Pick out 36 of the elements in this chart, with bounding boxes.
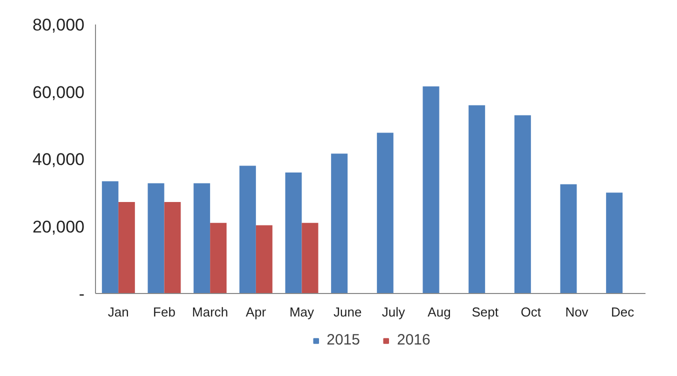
bar	[285, 172, 302, 294]
bar	[118, 202, 135, 294]
x-tick-label: Dec	[611, 304, 635, 320]
x-tick-label: Feb	[153, 304, 176, 320]
x-tick-label: Jan	[108, 304, 129, 320]
bar	[210, 222, 227, 294]
x-tick-label: May	[289, 304, 315, 320]
x-tick-label: Oct	[520, 304, 542, 320]
x-tick-label: Sept	[472, 304, 499, 320]
x-tick-label: Aug	[428, 304, 451, 320]
bar	[606, 192, 623, 294]
x-tick-label: June	[333, 304, 362, 320]
bar	[102, 181, 118, 294]
bar	[194, 183, 210, 294]
y-tick-label: -	[78, 284, 85, 304]
bar	[302, 222, 318, 294]
x-tick-label: July	[382, 304, 406, 320]
x-tick-label: March	[192, 304, 228, 320]
bar	[256, 225, 272, 294]
x-tick-label: Apr	[246, 304, 267, 320]
bar	[164, 202, 181, 294]
legend-label: 2016	[397, 332, 430, 348]
legend-label: 2015	[326, 332, 360, 348]
bar	[331, 154, 348, 294]
y-tick-label: 20,000	[32, 217, 85, 236]
y-tick-label: 40,000	[32, 150, 85, 169]
bar	[560, 184, 577, 294]
y-tick-label: 80,000	[32, 16, 85, 34]
bar	[239, 166, 256, 294]
y-tick-label: 60,000	[32, 82, 85, 102]
bar	[422, 86, 440, 294]
bar	[376, 132, 394, 294]
x-tick-label: Nov	[565, 304, 589, 320]
bar	[514, 115, 531, 294]
bar	[468, 105, 486, 294]
bar	[148, 183, 164, 294]
